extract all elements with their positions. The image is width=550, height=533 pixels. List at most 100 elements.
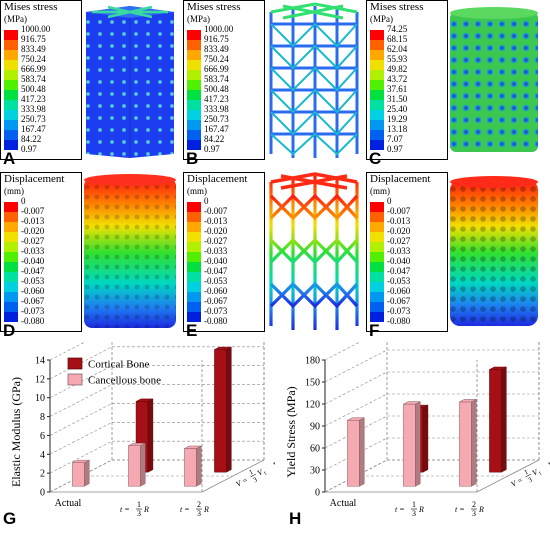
bar-top-face bbox=[72, 459, 90, 463]
y-tick-label: 150 bbox=[305, 378, 320, 389]
legend-tick: 13.18 bbox=[387, 124, 408, 134]
x-category-label: t = 23 R bbox=[180, 500, 209, 518]
color-swatch bbox=[187, 70, 201, 80]
legend-unit: (mm) bbox=[4, 186, 24, 196]
depth-numerator: 1 bbox=[523, 468, 530, 477]
color-swatch bbox=[370, 292, 384, 302]
category-symbol: t = bbox=[180, 505, 190, 514]
legend-tick: 0.97 bbox=[204, 144, 220, 154]
color-swatch bbox=[187, 100, 201, 110]
bar-top-face bbox=[214, 346, 232, 350]
color-swatch bbox=[187, 110, 201, 120]
color-swatch bbox=[4, 70, 18, 80]
displacement-model-porous bbox=[450, 176, 538, 326]
bar-cancellous bbox=[128, 442, 146, 487]
y-tick-label: 0 bbox=[315, 488, 320, 499]
legend-tick: 0 bbox=[21, 196, 26, 206]
legend-tick: -0.047 bbox=[387, 266, 411, 276]
bar-top-face bbox=[459, 399, 477, 403]
legend-tick: 167.47 bbox=[21, 124, 46, 134]
legend-title: Displacement bbox=[187, 173, 248, 185]
color-scale bbox=[370, 30, 384, 150]
legend-tick: 43.72 bbox=[387, 74, 408, 84]
legend-tick: 750.24 bbox=[21, 54, 46, 64]
y-grid-side bbox=[49, 346, 113, 380]
color-swatch bbox=[370, 30, 384, 40]
legend-unit: (MPa) bbox=[4, 14, 27, 24]
category-unit: R bbox=[478, 505, 484, 514]
color-swatch bbox=[370, 140, 384, 150]
legend-tick: 7.07 bbox=[387, 134, 403, 144]
legend-unit: (MPa) bbox=[370, 14, 393, 24]
depth-denominator: 3 bbox=[252, 476, 259, 485]
legend-tick: -0.080 bbox=[21, 316, 45, 326]
color-swatch bbox=[370, 212, 384, 222]
color-swatch bbox=[370, 302, 384, 312]
legend-tick: 417.23 bbox=[21, 94, 46, 104]
legend-tick: -0.040 bbox=[21, 256, 45, 266]
legend-tick: 37.61 bbox=[387, 84, 408, 94]
legend-tick: 0.97 bbox=[21, 144, 37, 154]
legend-tick: -0.073 bbox=[204, 306, 228, 316]
y-grid-side bbox=[324, 459, 388, 493]
x-category-label: t = 13 R bbox=[120, 500, 149, 518]
legend-entry: Cortical Bone bbox=[88, 359, 150, 371]
x-category-label: Actual bbox=[330, 498, 357, 509]
legend-tick: -0.033 bbox=[204, 246, 228, 256]
legend-unit: (mm) bbox=[370, 186, 390, 196]
color-swatch bbox=[4, 110, 18, 120]
depth-denominator: 3 bbox=[527, 476, 534, 485]
y-grid-side bbox=[49, 440, 113, 474]
color-swatch bbox=[370, 130, 384, 140]
bar-top-face bbox=[135, 398, 154, 402]
panel-c: Mises stress (MPa) 74.25 68.15 62.04 55.93 49.… bbox=[366, 0, 550, 170]
bar-front-face bbox=[72, 462, 85, 487]
category-denominator: 3 bbox=[137, 509, 141, 518]
depth-symbol: V = bbox=[234, 475, 249, 489]
y-tick-label: 90 bbox=[310, 422, 320, 433]
legend-title: Displacement bbox=[370, 173, 431, 185]
legend-tick: -0.013 bbox=[204, 216, 228, 226]
y-tick-label: 12 bbox=[35, 374, 45, 385]
depth-numerator: 1 bbox=[248, 468, 255, 477]
y-axis-label: Yield Stress (MPa) bbox=[284, 386, 298, 477]
legend-tick: 833.49 bbox=[21, 44, 46, 54]
legend-unit: (MPa) bbox=[187, 14, 210, 24]
legend-tick: 167.47 bbox=[204, 124, 229, 134]
legend-tick: -0.020 bbox=[21, 226, 45, 236]
color-swatch bbox=[370, 60, 384, 70]
legend-tick: -0.053 bbox=[21, 276, 45, 286]
legend-tick: -0.060 bbox=[21, 286, 45, 296]
color-swatch bbox=[370, 80, 384, 90]
y-tick-label: 4 bbox=[40, 450, 45, 461]
panel-a: Mises stress (MPa) 1000.00 916.75 833.49 750.… bbox=[0, 0, 183, 170]
legend-tick: -0.047 bbox=[21, 266, 45, 276]
color-swatch bbox=[187, 202, 201, 212]
legend-tick: -0.080 bbox=[387, 316, 411, 326]
legend-unit: (mm) bbox=[187, 186, 207, 196]
bar-cortical bbox=[489, 366, 507, 473]
legend-d: Displacement (mm) 0 -0.007 -0.013 -0.020 -0.02… bbox=[0, 172, 82, 332]
legend-tick: 0 bbox=[387, 196, 392, 206]
y-tick-label: 180 bbox=[305, 356, 320, 367]
legend-tick: -0.027 bbox=[21, 236, 45, 246]
y-tick-label: 10 bbox=[35, 393, 45, 404]
legend-tick: 74.25 bbox=[387, 24, 408, 34]
color-swatch bbox=[4, 232, 18, 242]
color-swatch bbox=[4, 130, 18, 140]
category-numerator: 1 bbox=[412, 500, 416, 509]
color-swatch bbox=[187, 242, 201, 252]
panel-letter: C bbox=[369, 149, 382, 168]
color-swatch bbox=[370, 282, 384, 292]
y-tick-label: 30 bbox=[310, 466, 320, 477]
color-swatch bbox=[187, 312, 201, 322]
color-swatch bbox=[4, 212, 18, 222]
category-symbol: t = bbox=[120, 505, 130, 514]
bar-side-face bbox=[422, 404, 429, 473]
panel-e: Displacement (mm) 0 -0.007 -0.013 -0.020 -0.02… bbox=[183, 172, 366, 342]
color-swatch bbox=[4, 302, 18, 312]
color-swatch bbox=[187, 212, 201, 222]
bar-cortical bbox=[214, 346, 232, 473]
legend-tick: 417.23 bbox=[204, 94, 229, 104]
y-tick-label: 2 bbox=[40, 469, 45, 480]
